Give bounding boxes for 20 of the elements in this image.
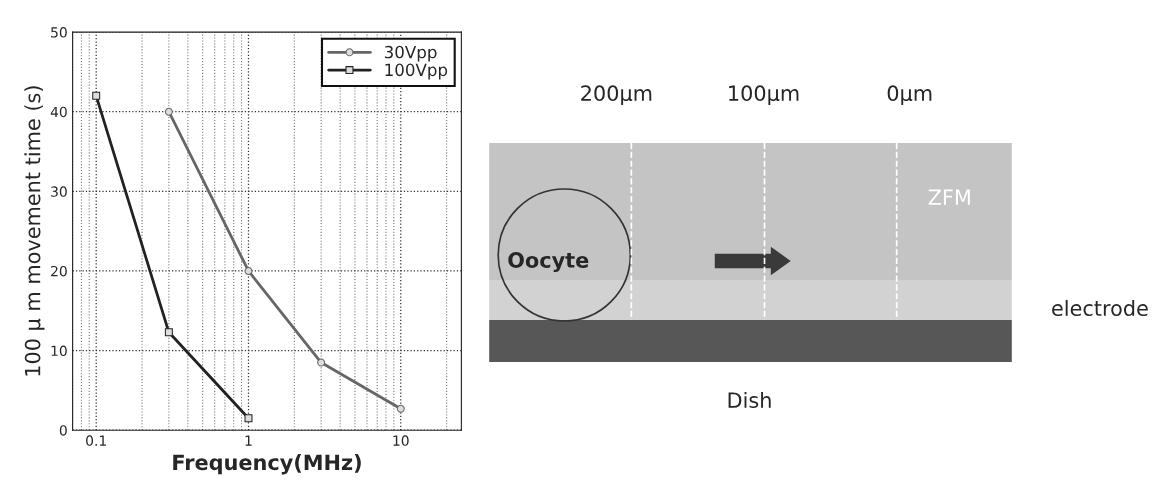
y-tick-label: 30 bbox=[51, 186, 67, 197]
y-tick-label: 20 bbox=[51, 265, 67, 277]
text: ZFM bbox=[928, 189, 970, 205]
text: 0µm bbox=[887, 85, 932, 106]
y-tick-label: 50 bbox=[51, 27, 67, 38]
legend-label: 100Vpp bbox=[385, 63, 448, 80]
y-axis-title: 100 μ m movement time (s) bbox=[24, 86, 45, 376]
x-tick-label: 10 bbox=[393, 435, 409, 446]
x-tick-label: 0.1 bbox=[86, 435, 106, 446]
text: electrode bbox=[1052, 299, 1148, 317]
y-tick-label: 10 bbox=[51, 345, 67, 357]
text: 100µm bbox=[729, 85, 799, 106]
x-tick-label: 1 bbox=[245, 435, 252, 446]
legend-label: 30Vpp bbox=[384, 45, 437, 62]
text: Oocyte bbox=[508, 252, 589, 273]
y-tick-label: 40 bbox=[50, 106, 67, 118]
text: 200µm bbox=[581, 85, 652, 106]
y-tick-label: 0 bbox=[59, 425, 67, 436]
text: Dish bbox=[728, 391, 771, 409]
x-axis-title: Frequency(MHz) bbox=[173, 454, 361, 475]
